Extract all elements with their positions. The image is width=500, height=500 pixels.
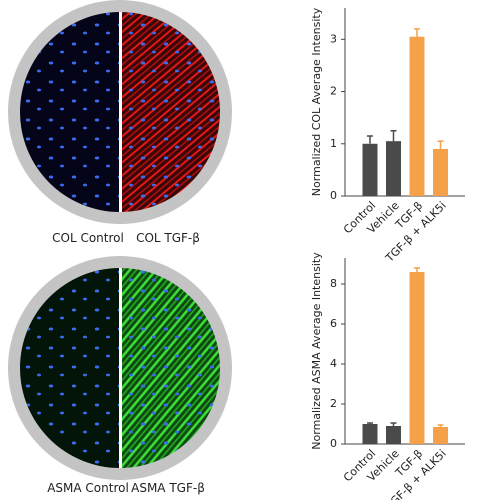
y-tick-label: 1 <box>330 137 337 150</box>
bar <box>362 143 378 196</box>
image-label: ASMA Control <box>47 481 129 495</box>
y-tick-label: 8 <box>330 277 337 290</box>
y-axis-label: Normalized COL Average Intensity <box>310 7 323 196</box>
bar <box>433 427 448 444</box>
image-label: COL Control <box>52 231 124 245</box>
bar <box>409 272 425 444</box>
bar <box>386 426 401 444</box>
y-tick-label: 0 <box>330 437 337 450</box>
y-tick-label: 4 <box>330 357 337 370</box>
error-bar <box>390 129 397 142</box>
error-bar <box>414 28 420 37</box>
y-tick-label: 0 <box>330 189 337 202</box>
micrograph-col <box>8 0 232 224</box>
bar <box>409 36 425 196</box>
micrograph-asma <box>8 256 232 480</box>
y-tick-label: 3 <box>330 32 337 45</box>
y-tick-label: 6 <box>330 317 337 330</box>
y-tick-label: 2 <box>330 397 337 410</box>
error-bar <box>367 422 373 424</box>
y-axis-label: Normalized ASMA Average Intensity <box>310 252 323 450</box>
bar <box>386 141 401 196</box>
error-bar <box>437 140 444 149</box>
bar <box>433 149 448 196</box>
y-tick-label: 2 <box>330 85 337 98</box>
image-label: COL TGF-β <box>136 231 200 245</box>
error-bar <box>367 135 373 144</box>
error-bar <box>437 424 444 427</box>
error-bar <box>390 422 397 426</box>
bar <box>362 424 378 444</box>
image-label: ASMA TGF-β <box>131 481 205 495</box>
error-bar <box>414 267 420 272</box>
